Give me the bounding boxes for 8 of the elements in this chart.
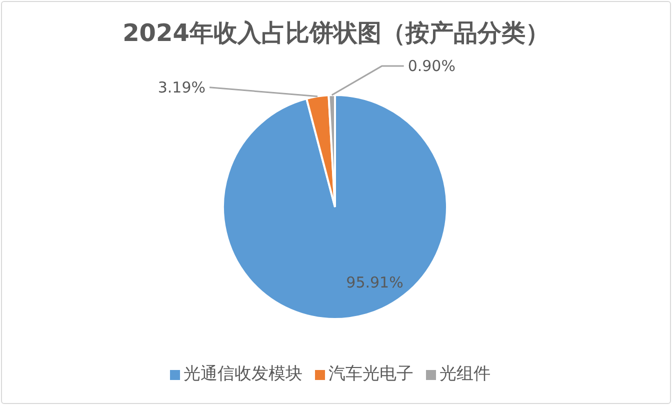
- legend-label: 汽车光电子: [328, 364, 414, 384]
- legend-label: 光通信收发模块: [184, 364, 302, 384]
- data-label: 95.91%: [346, 274, 404, 292]
- legend-label: 光组件: [440, 364, 490, 384]
- chart-title: 2024年收入占比饼状图（按产品分类）: [122, 18, 550, 49]
- data-label: 0.90%: [408, 57, 456, 76]
- pie-slice: [222, 94, 448, 320]
- data-label: 3.19%: [158, 78, 206, 96]
